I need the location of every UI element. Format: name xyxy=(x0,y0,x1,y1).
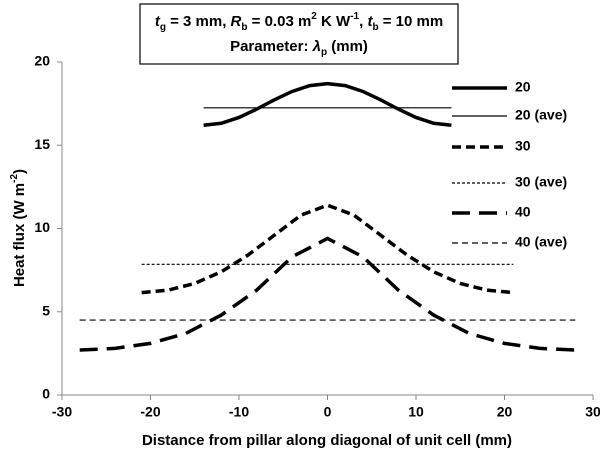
title-part: R xyxy=(231,13,242,30)
y-label-part: -2 xyxy=(9,174,20,183)
legend-label: 40 (ave) xyxy=(515,234,567,250)
x-tick-label: -20 xyxy=(140,404,160,420)
y-tick-label: 5 xyxy=(42,302,50,318)
title-part: , xyxy=(359,13,367,30)
y-tick-label: 0 xyxy=(42,386,50,402)
x-tick-label: 30 xyxy=(585,404,600,420)
y-tick-label: 15 xyxy=(34,136,50,152)
x-tick-label: -30 xyxy=(52,404,72,420)
title-part: K W xyxy=(317,13,351,30)
title-part: λ xyxy=(312,38,321,55)
legend-label: 20 xyxy=(515,79,531,95)
title-part: = 10 mm xyxy=(379,13,444,30)
title-part: (mm) xyxy=(327,38,368,55)
title-part: t xyxy=(367,13,373,30)
title-part: = 3 mm, xyxy=(166,13,231,30)
y-axis-label: Heat flux (W m-2) xyxy=(9,169,28,287)
legend-label: 40 xyxy=(515,204,531,220)
title-part: 2 xyxy=(311,11,317,22)
y-label-part: Heat flux (W m xyxy=(11,183,28,287)
title-part: b xyxy=(241,22,247,33)
series-line xyxy=(203,81,452,128)
legend-label: 20 (ave) xyxy=(515,107,567,123)
title-part: p xyxy=(321,47,327,58)
chart-subtitle: Parameter: λp (mm) xyxy=(230,38,368,58)
title-part: g xyxy=(160,22,166,33)
y-tick-label: 10 xyxy=(34,219,50,235)
x-tick-label: 10 xyxy=(408,404,424,420)
chart-title: tg = 3 mm, Rb = 0.03 m2 K W-1, tb = 10 m… xyxy=(155,11,443,33)
y-label-part: ) xyxy=(11,169,28,174)
x-tick-label: 0 xyxy=(324,404,332,420)
title-part: t xyxy=(155,13,161,30)
legend-label: 30 xyxy=(515,138,531,154)
y-tick-label: 20 xyxy=(34,53,50,69)
legend-label: 30 (ave) xyxy=(515,174,567,190)
title-box xyxy=(139,3,459,65)
x-tick-label: -10 xyxy=(229,404,249,420)
title-part: b xyxy=(372,22,378,33)
x-tick-label: 20 xyxy=(497,404,513,420)
x-axis-label: Distance from pillar along diagonal of u… xyxy=(142,432,512,449)
title-part: -1 xyxy=(350,11,359,22)
title-part: Parameter: xyxy=(230,38,313,55)
series-line xyxy=(79,236,576,352)
series-line xyxy=(141,203,514,295)
title-part: = 0.03 m xyxy=(248,13,312,30)
